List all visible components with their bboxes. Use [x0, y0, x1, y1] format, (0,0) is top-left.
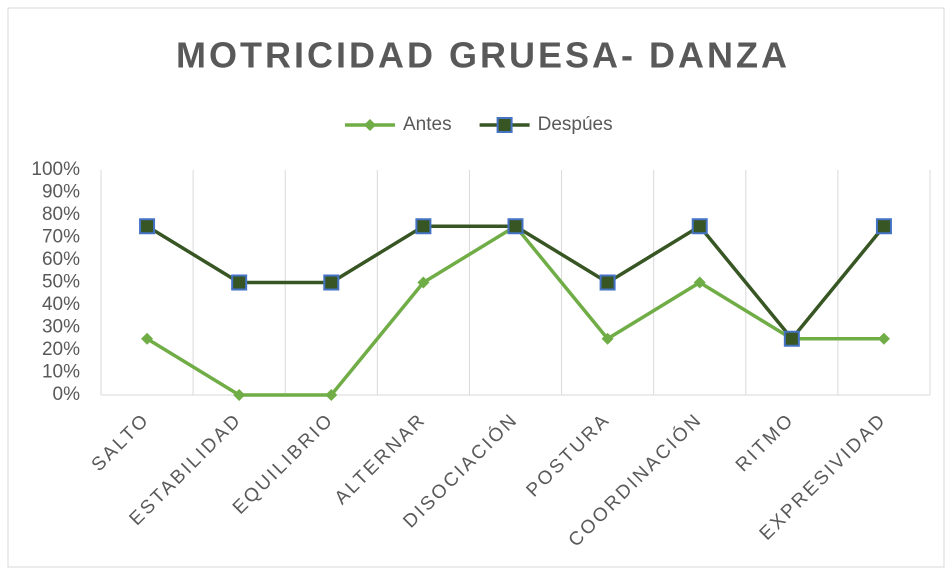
square-marker [599, 274, 616, 291]
square-marker [139, 218, 156, 235]
y-tick-label: 0% [53, 384, 81, 405]
y-tick-label: 20% [42, 339, 80, 360]
chart-title: MOTRICIDAD GRUESA- DANZA [176, 35, 790, 76]
square-marker [323, 274, 340, 291]
y-tick-label: 70% [42, 227, 80, 248]
diamond-marker [233, 389, 246, 401]
diamond-marker [601, 332, 614, 345]
diamond-marker [877, 332, 890, 345]
y-tick-label: 60% [42, 249, 80, 270]
square-marker [507, 218, 524, 235]
square-marker [496, 117, 513, 133]
diamond-marker [364, 119, 376, 131]
square-marker [783, 330, 800, 347]
legend-label: Antes [403, 114, 452, 135]
y-tick-label: 10% [42, 362, 80, 383]
diamond-marker [693, 276, 706, 289]
square-marker [415, 218, 432, 235]
y-tick-label: 30% [42, 317, 80, 338]
square-marker [231, 274, 248, 291]
diamond-marker [325, 389, 338, 401]
y-tick-label: 40% [42, 294, 80, 315]
y-tick-label: 90% [42, 182, 80, 203]
y-tick-label: 80% [42, 204, 80, 225]
chart-border [7, 7, 945, 568]
square-marker [691, 218, 708, 235]
legend-label: Despúes [538, 114, 613, 135]
y-tick-label: 100% [31, 159, 80, 180]
y-tick-label: 50% [42, 272, 80, 293]
square-marker [875, 218, 892, 235]
diamond-marker [141, 332, 154, 345]
diamond-marker [417, 276, 430, 289]
